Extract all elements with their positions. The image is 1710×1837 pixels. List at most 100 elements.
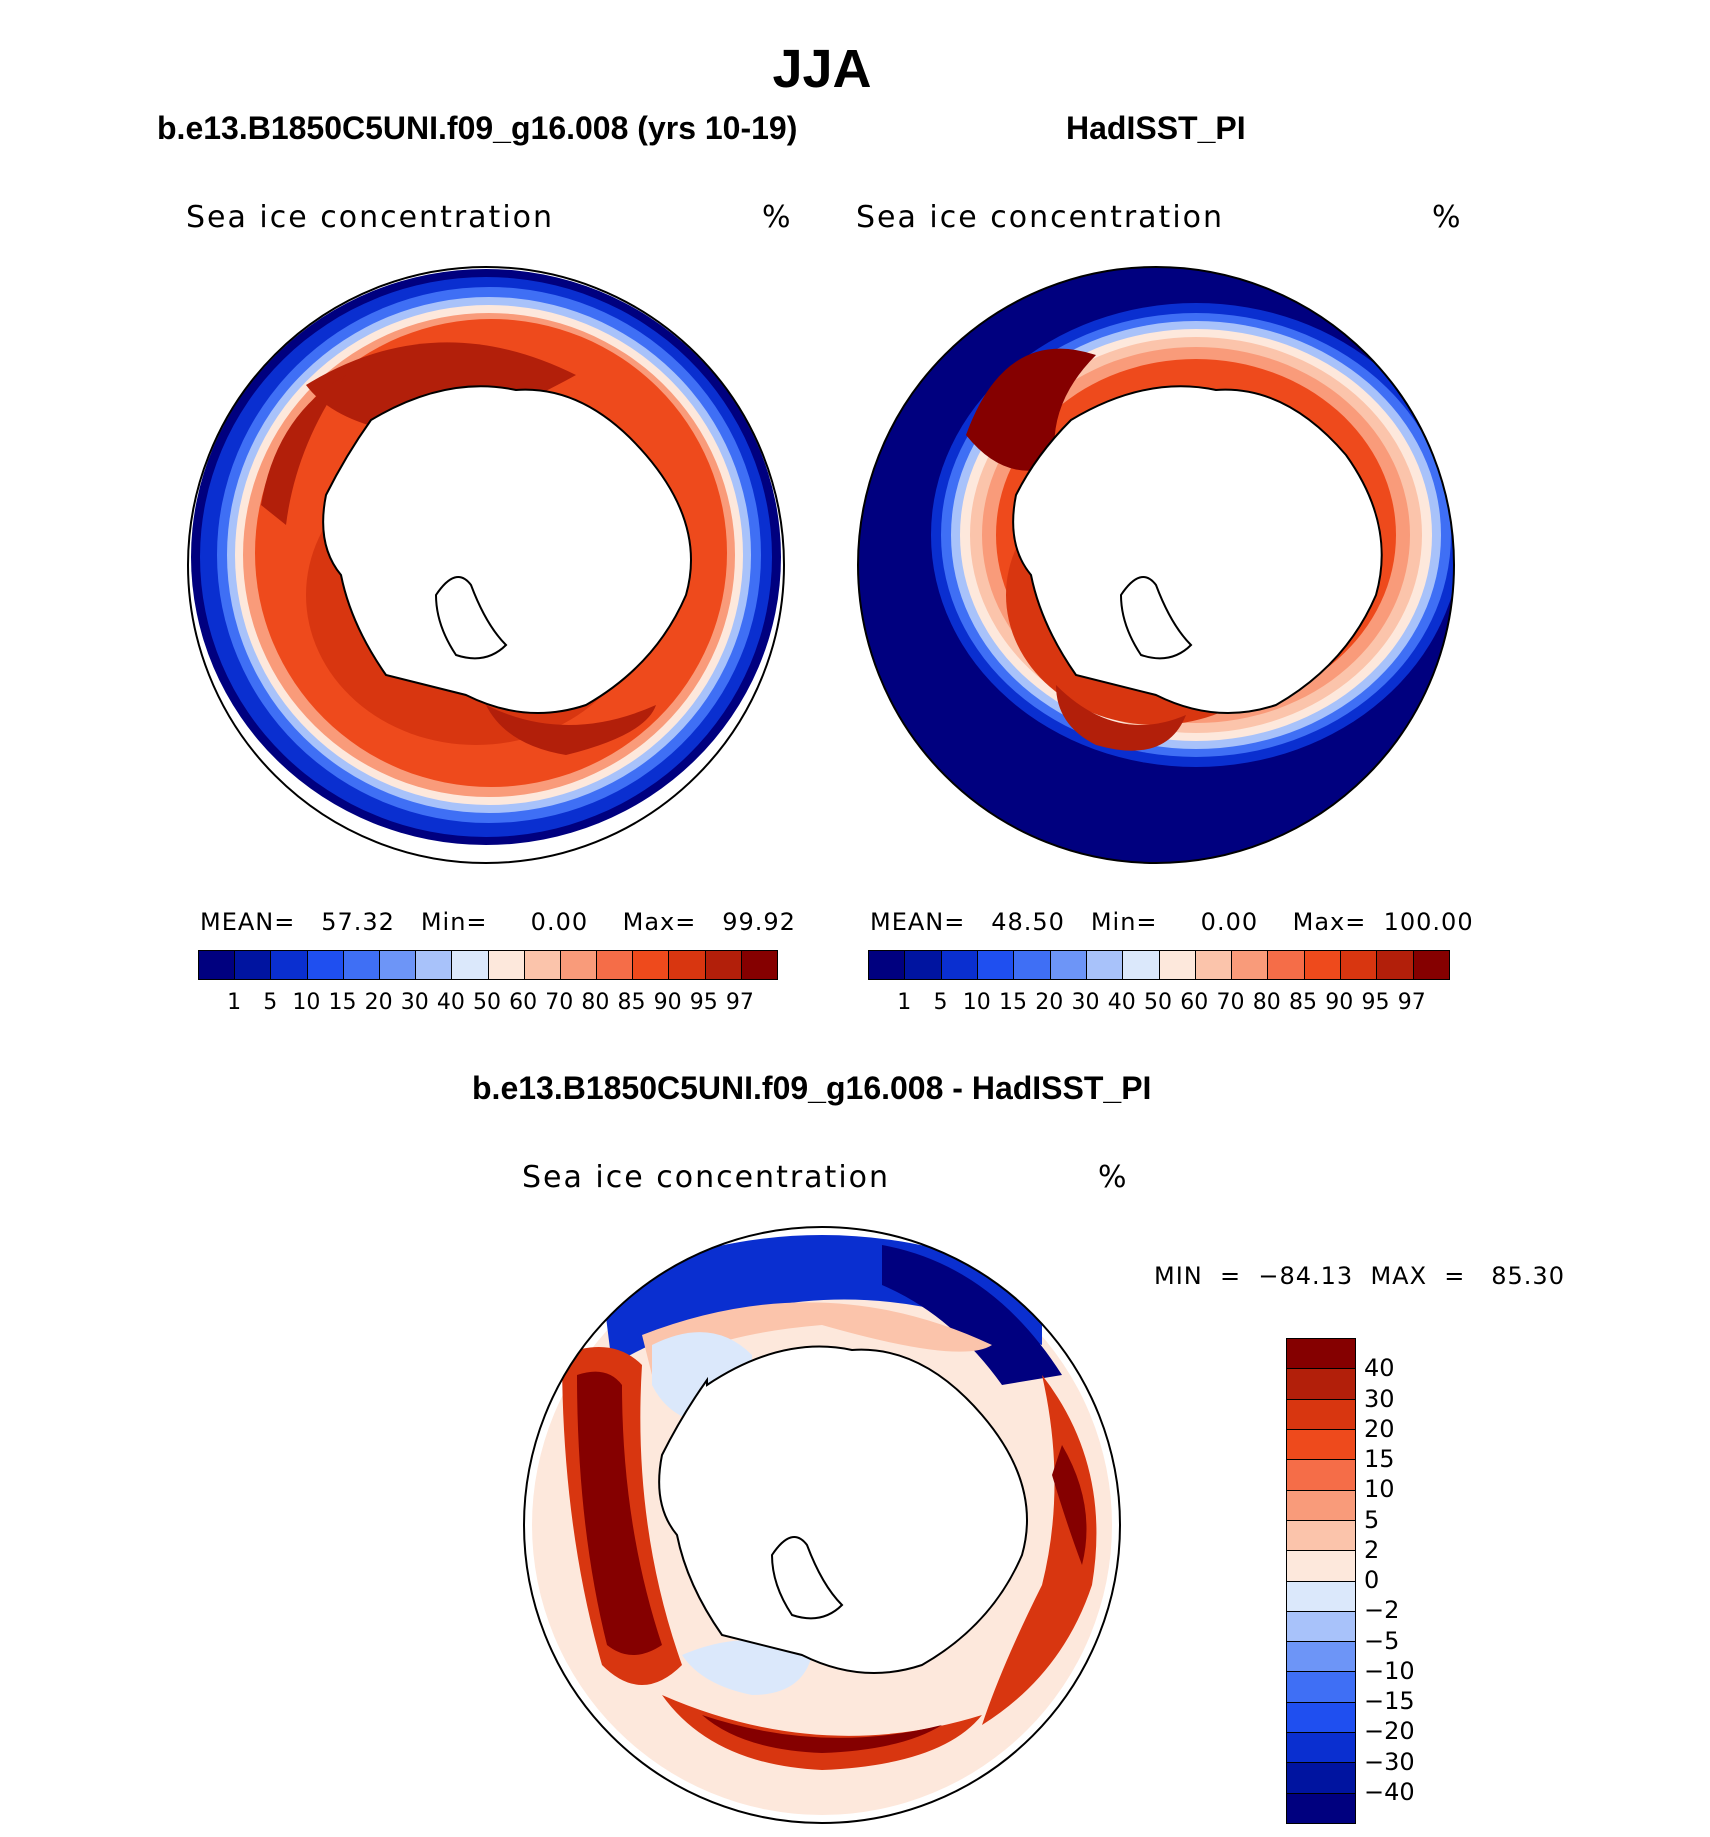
colorbar-swatch [1341,951,1378,979]
colorbar-tick-label: −2 [1364,1596,1400,1625]
colorbar-tick-label: 10 [962,990,991,1015]
colorbar-tick-label: 40 [1364,1354,1395,1383]
colorbar-tick-label: 80 [581,990,610,1015]
colorbar-tick-label: 2 [1364,1535,1380,1564]
colorbar-tick-label: 15 [1364,1445,1395,1473]
colorbar-swatch [235,951,272,979]
colorbar-swatch [633,951,670,979]
colorbar-swatch [307,951,344,979]
colorbar-tick-label: −20 [1364,1717,1415,1746]
right-variable-label: Sea ice concentration [856,200,1225,235]
colorbar-swatch [343,951,380,979]
colorbar-tick-label: 5 [933,990,948,1015]
diff-colorbar [1286,1338,1356,1824]
colorbar-tick-label: 60 [509,990,538,1015]
colorbar-swatch [1232,951,1269,979]
colorbar-swatch [452,951,489,979]
colorbar-swatch [416,951,453,979]
colorbar-tick-label: 30 [1364,1384,1395,1413]
colorbar-swatch [1268,951,1305,979]
right-stats: MEAN= 48.50 Min= 0.00 Max= 100.00 [870,908,1474,936]
colorbar-swatch [1287,1399,1355,1430]
left-colorbar-ticks: 1 5 10 15 20 30 40 50 60 70 80 85 90 95 97 [198,990,776,1020]
colorbar-swatch [488,951,525,979]
colorbar-swatch [741,951,777,979]
colorbar-tick-label: 95 [689,990,718,1015]
right-panel-subtitle: HadISST_PI [1066,110,1246,146]
colorbar-swatch [1287,1702,1355,1734]
left-stats: MEAN= 57.32 Min= 0.00 Max= 99.92 [200,908,796,936]
diff-colorbar-ticks: 40 30 20 15 10 5 2 0 −2 −5 −10 −15 −20 −30 −40 [1364,1338,1444,1822]
colorbar-tick-label: 5 [263,990,278,1015]
figure-title: JJA [772,39,872,99]
left-polar-map [187,266,785,864]
colorbar-tick-label: 70 [1216,990,1245,1015]
colorbar-tick-label: 50 [1144,990,1172,1015]
colorbar-swatch [1287,1551,1355,1582]
colorbar-tick-label: 20 [1364,1414,1395,1443]
colorbar-tick-label: 70 [545,990,574,1015]
colorbar-tick-label: −30 [1364,1747,1415,1776]
right-polar-map [857,266,1455,864]
diff-stats: MIN = −84.13 MAX = 85.30 [1154,1262,1565,1290]
right-colorbar-ticks: 1 5 10 15 20 30 40 50 60 70 80 85 90 95 97 [868,990,1448,1020]
colorbar-swatch [905,951,942,979]
colorbar-tick-label: 60 [1180,990,1209,1015]
colorbar-swatch [1086,951,1124,979]
colorbar-swatch [1377,951,1414,979]
colorbar-tick-label: 40 [436,990,465,1015]
diff-units-label: % [1098,1160,1127,1195]
colorbar-tick-label: 5 [1364,1505,1380,1534]
colorbar-swatch [1287,1460,1355,1491]
colorbar-tick-label: 80 [1252,990,1281,1015]
colorbar-swatch [1287,1520,1355,1552]
colorbar-swatch [1287,1793,1355,1823]
colorbar-swatch [1123,951,1160,979]
colorbar-tick-label: 15 [328,990,357,1015]
right-units-label: % [1432,200,1461,235]
colorbar-tick-label: 15 [999,990,1027,1015]
diff-polar-map [523,1226,1121,1824]
colorbar-tick-label: −5 [1364,1626,1400,1655]
colorbar-swatch [869,951,906,979]
colorbar-swatch [941,951,978,979]
left-panel-subtitle: b.e13.B1850C5UNI.f09_g16.008 (yrs 10-19) [157,110,798,146]
colorbar-swatch [1287,1611,1355,1643]
left-units-label: % [762,200,791,235]
colorbar-tick-label: 30 [1071,990,1100,1015]
colorbar-swatch [705,951,742,979]
colorbar-tick-label: 1 [897,990,912,1015]
colorbar-swatch [1287,1490,1355,1521]
colorbar-swatch [271,951,308,979]
colorbar-tick-label: 50 [473,990,501,1015]
colorbar-tick-label: 20 [1035,990,1064,1015]
colorbar-swatch [1287,1339,1355,1370]
colorbar-swatch [977,951,1015,979]
left-variable-label: Sea ice concentration [186,200,555,235]
colorbar-swatch [597,951,634,979]
colorbar-tick-label: 1 [227,990,242,1015]
colorbar-swatch [1287,1429,1355,1461]
colorbar-swatch [524,951,561,979]
colorbar-tick-label: 97 [1397,990,1426,1015]
colorbar-swatch [199,951,236,979]
colorbar-swatch [1287,1369,1355,1400]
colorbar-tick-label: 97 [725,990,754,1015]
colorbar-swatch [1159,951,1196,979]
colorbar-swatch [1413,951,1449,979]
right-colorbar [868,950,1450,980]
colorbar-tick-label: 10 [1364,1475,1395,1504]
colorbar-swatch [1287,1672,1355,1703]
colorbar-tick-label: 85 [617,990,646,1015]
colorbar-swatch [669,951,706,979]
colorbar-swatch [1287,1763,1355,1794]
colorbar-swatch [1287,1733,1355,1764]
colorbar-swatch [379,951,417,979]
colorbar-swatch [560,951,598,979]
colorbar-tick-label: 90 [653,990,682,1015]
colorbar-tick-label: 30 [400,990,429,1015]
colorbar-tick-label: −10 [1364,1656,1415,1685]
colorbar-swatch [1287,1642,1355,1673]
colorbar-swatch [1287,1581,1355,1612]
colorbar-tick-label: 20 [364,990,393,1015]
